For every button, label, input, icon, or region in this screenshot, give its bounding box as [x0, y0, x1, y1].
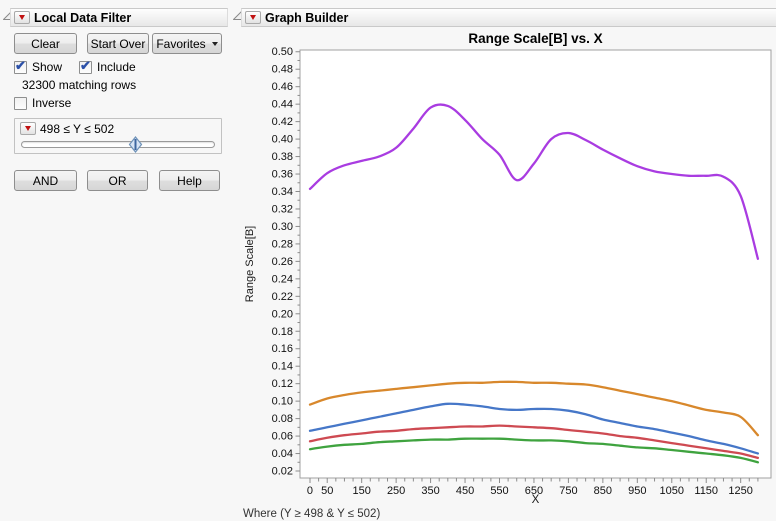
- y-tick-label: 0.46: [272, 81, 293, 93]
- include-checkbox-row[interactable]: ✔ Include: [79, 57, 136, 74]
- local-data-filter-title: Local Data Filter: [34, 10, 132, 25]
- filter-column-panel: 498 ≤ Y ≤ 502: [14, 118, 222, 154]
- clear-button[interactable]: Clear: [14, 33, 77, 54]
- y-tick-label: 0.10: [272, 396, 293, 408]
- y-tick-label: 0.50: [272, 46, 293, 58]
- y-tick-label: 0.12: [272, 378, 293, 390]
- chart-title: Range Scale[B] vs. X: [468, 31, 603, 46]
- y-axis-title: Range Scale[B]: [244, 225, 256, 303]
- y-tick-label: 0.16: [272, 343, 293, 355]
- check-icon: ✔: [80, 57, 91, 73]
- matching-rows-text: 32300 matching rows: [22, 78, 137, 92]
- x-tick-label: 50: [321, 485, 333, 497]
- where-note: Where (Y ≥ 498 & Y ≤ 502): [243, 508, 381, 520]
- clear-button-label: Clear: [31, 36, 60, 51]
- check-icon: ✔: [15, 57, 26, 73]
- y-tick-label: 0.14: [272, 361, 293, 373]
- y-tick-label: 0.26: [272, 256, 293, 268]
- red-triangle-menu-icon[interactable]: [245, 11, 261, 24]
- y-tick-label: 0.02: [272, 466, 293, 478]
- y-tick-label: 0.24: [272, 273, 293, 285]
- x-tick-label: 350: [421, 485, 439, 497]
- y-tick-label: 0.44: [272, 99, 293, 111]
- x-tick-label: 250: [387, 485, 405, 497]
- y-tick-label: 0.38: [272, 151, 293, 163]
- red-triangle-menu-icon[interactable]: [14, 11, 30, 24]
- range-slider-thumb[interactable]: [128, 136, 143, 153]
- y-tick-label: 0.20: [272, 308, 293, 320]
- y-tick-label: 0.40: [272, 134, 293, 146]
- x-tick-label: 1050: [660, 485, 684, 497]
- start-over-button-label: Start Over: [90, 36, 146, 51]
- x-tick-label: 750: [559, 485, 577, 497]
- x-tick-label: 650: [525, 485, 543, 497]
- y-tick-label: 0.32: [272, 203, 293, 215]
- x-tick-label: 850: [594, 485, 612, 497]
- show-checkbox-label: Show: [32, 60, 63, 74]
- dropdown-arrow-icon: [211, 41, 218, 46]
- y-tick-label: 0.08: [272, 413, 293, 425]
- graph-builder-title: Graph Builder: [265, 10, 349, 25]
- and-button-label: AND: [32, 173, 59, 188]
- graph-builder-header[interactable]: Graph Builder: [241, 8, 776, 27]
- x-tick-label: 1250: [728, 485, 752, 497]
- y-tick-label: 0.36: [272, 169, 293, 181]
- x-tick-label: 0: [307, 485, 313, 497]
- series-line-blue[interactable]: [308, 402, 760, 455]
- series-line-purple[interactable]: [308, 103, 760, 260]
- include-checkbox[interactable]: ✔: [79, 57, 92, 74]
- y-tick-label: 0.30: [272, 221, 293, 233]
- series-line-red[interactable]: [308, 424, 760, 460]
- x-tick-label: 1150: [694, 485, 718, 497]
- x-tick-label: 450: [456, 485, 474, 497]
- y-tick-label: 0.28: [272, 238, 293, 250]
- x-tick-label: 950: [628, 485, 646, 497]
- help-button[interactable]: Help: [159, 170, 220, 191]
- start-over-button[interactable]: Start Over: [87, 33, 149, 54]
- plot-area[interactable]: [299, 49, 772, 479]
- y-tick-label: 0.42: [272, 116, 293, 128]
- y-tick-label: 0.18: [272, 326, 293, 338]
- or-button[interactable]: OR: [87, 170, 148, 191]
- x-axis-title: X: [531, 494, 540, 506]
- series-line-green[interactable]: [308, 437, 760, 464]
- help-button-label: Help: [177, 173, 202, 188]
- inverse-checkbox-label: Inverse: [32, 96, 72, 110]
- include-checkbox-label: Include: [97, 60, 136, 74]
- inverse-checkbox-row[interactable]: ✔ Inverse: [14, 96, 71, 110]
- y-tick-label: 0.48: [272, 64, 293, 76]
- inverse-checkbox[interactable]: ✔: [14, 96, 27, 110]
- filter-range-label: 498 ≤ Y ≤ 502: [40, 122, 115, 136]
- series-line-orange[interactable]: [308, 380, 760, 437]
- x-tick-label: 150: [352, 485, 370, 497]
- y-tick-label: 0.34: [272, 186, 293, 198]
- or-button-label: OR: [108, 173, 127, 188]
- y-tick-label: 0.04: [272, 448, 293, 460]
- favorites-button-label: Favorites: [156, 36, 206, 51]
- show-checkbox[interactable]: ✔: [14, 57, 27, 74]
- favorites-button[interactable]: Favorites: [152, 33, 222, 54]
- y-tick-label: 0.06: [272, 431, 293, 443]
- filter-red-triangle-menu-icon[interactable]: [20, 122, 36, 135]
- line-chart[interactable]: 0.02 0.04 0.06 0.08 0.10 0.12 0.14 0.16 0.18 0.20…: [240, 28, 776, 521]
- y-tick-label: 0.22: [272, 291, 293, 303]
- local-data-filter-header[interactable]: Local Data Filter: [10, 8, 228, 27]
- show-checkbox-row[interactable]: ✔ Show: [14, 57, 63, 74]
- range-slider-track[interactable]: [21, 141, 215, 148]
- and-button[interactable]: AND: [14, 170, 77, 191]
- x-tick-label: 550: [490, 485, 508, 497]
